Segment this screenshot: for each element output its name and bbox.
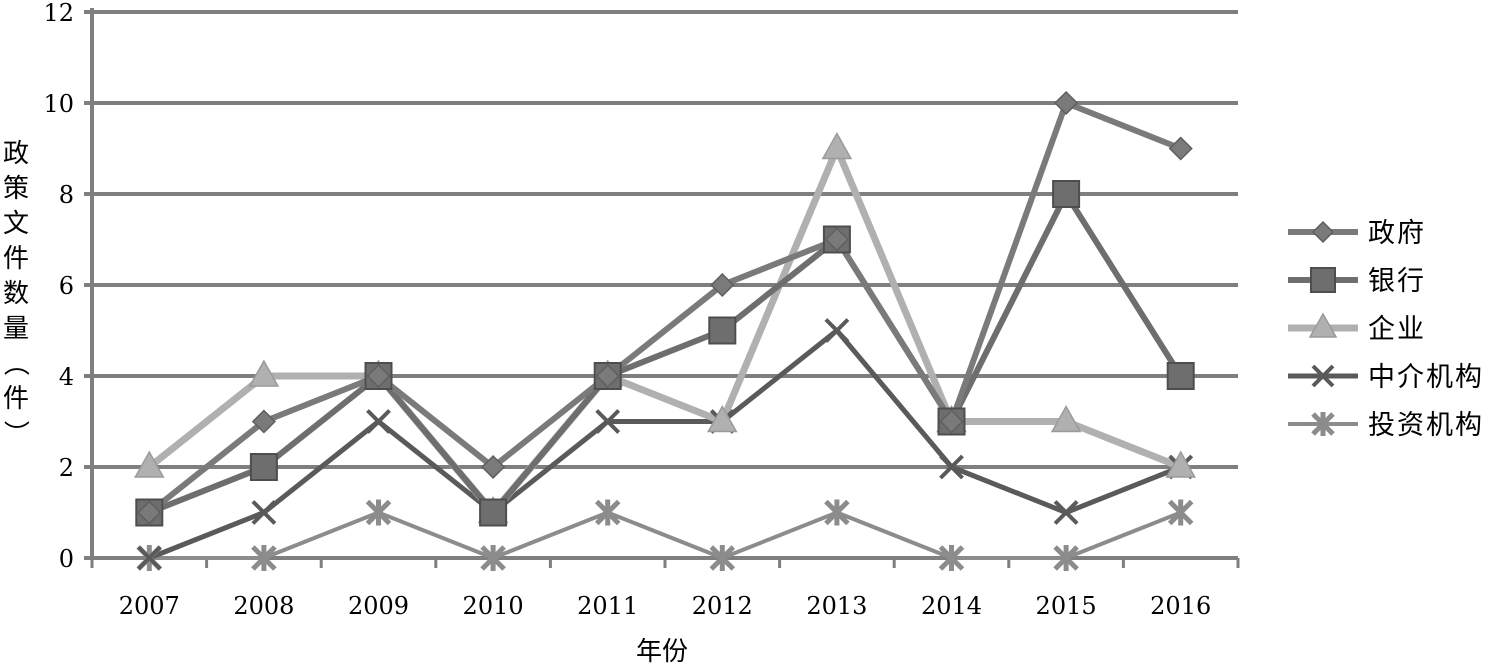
data-point-diamond (251, 409, 276, 434)
y-axis-title-char: 量 (3, 314, 29, 344)
data-point-diamond (137, 500, 162, 525)
x-tick-label: 2007 (119, 592, 180, 620)
y-tick-label: 2 (59, 454, 74, 482)
data-point-star (1167, 499, 1194, 526)
legend-label: 中介机构 (1368, 362, 1484, 393)
data-point-triangle (821, 131, 853, 160)
data-point-x (136, 545, 162, 571)
data-point-diamond (1054, 90, 1079, 116)
legend-item: 投资机构 (1288, 410, 1484, 441)
data-point-x (366, 409, 391, 434)
data-point-x (251, 500, 277, 525)
series-lines (147, 100, 1184, 561)
data-point-star (709, 545, 736, 571)
data-point-diamond (939, 409, 964, 434)
data-point-x (824, 318, 850, 343)
legend-marker-star (1311, 412, 1335, 436)
data-point-x (595, 409, 621, 434)
legend-marker-diamond (1311, 220, 1335, 244)
data-point-star (251, 545, 277, 571)
series-markers (134, 90, 1196, 571)
y-axis-title-char: 策 (3, 174, 29, 204)
y-axis-title-char: 件 (3, 384, 29, 414)
y-tick-label: 6 (59, 272, 74, 300)
legend-label: 政府 (1368, 218, 1426, 249)
y-axis-title-char: 政 (3, 139, 29, 169)
data-point-square (1166, 362, 1195, 390)
series-line-square (148, 191, 1184, 516)
data-point-star (938, 545, 965, 571)
legend-marker-x (1311, 364, 1335, 388)
data-point-triangle (1165, 450, 1196, 478)
data-point-diamond (595, 363, 620, 389)
data-point-square (479, 498, 508, 527)
x-tick-label: 2009 (348, 592, 409, 620)
x-tick-label: 2014 (921, 592, 982, 620)
y-tick-label: 12 (43, 0, 74, 27)
data-point-star (824, 499, 850, 526)
y-tick-label: 4 (59, 363, 74, 391)
data-point-square (708, 316, 737, 345)
x-tick-label: 2012 (692, 592, 753, 620)
legend-label: 企业 (1368, 314, 1426, 345)
data-point-square (1052, 180, 1081, 208)
series-line-x (148, 328, 1182, 561)
legend-marker-square (1310, 267, 1336, 293)
y-axis-title-char: 件 (3, 244, 29, 274)
legend-item: 中介机构 (1288, 362, 1484, 393)
tick-labels: 0 2 4 6 8 10 12 2007 2008 2009 2010 2011 2012 2013 201… (43, 0, 1211, 620)
x-tick-label: 2013 (806, 592, 867, 620)
data-point-diamond (481, 454, 506, 480)
y-tick-label: 0 (59, 545, 74, 573)
legend-label: 银行 (1368, 266, 1426, 297)
series-line-star (149, 510, 1182, 560)
x-tick-label: 2011 (577, 592, 638, 620)
data-point-diamond (366, 363, 391, 389)
data-point-x (939, 454, 964, 480)
data-point-x (1053, 500, 1079, 525)
y-axis-title-char: 数 (3, 279, 29, 309)
x-tick-label: 2016 (1150, 592, 1211, 620)
y-tick-label: 8 (59, 181, 74, 209)
x-tick-label: 2015 (1036, 592, 1097, 620)
legend-marker-triangle (1308, 312, 1338, 338)
data-point-diamond (710, 272, 735, 298)
data-point-triangle (134, 450, 165, 478)
series-line-diamond (147, 100, 1182, 515)
data-point-star (480, 545, 506, 571)
y-axis-title-char: ） (0, 420, 30, 446)
y-tick-label: 10 (43, 90, 74, 118)
data-point-star (594, 499, 621, 526)
x-axis-title: 年份 (636, 637, 688, 664)
data-point-star (1053, 545, 1079, 571)
y-axis-title-char: （ (0, 350, 30, 376)
axes (84, 8, 1240, 568)
data-point-diamond (1168, 136, 1193, 161)
y-axis-title-char: 文 (3, 209, 29, 239)
legend-item: 银行 (1288, 266, 1426, 297)
data-point-square (249, 453, 278, 481)
data-point-triangle (707, 404, 738, 433)
series-line-triangle (147, 145, 1182, 516)
legend-item: 企业 (1288, 312, 1426, 345)
legend-item: 政府 (1288, 218, 1426, 249)
data-point-star (365, 499, 392, 526)
x-tick-label: 2010 (463, 592, 524, 620)
data-point-triangle (1050, 404, 1082, 433)
x-tick-label: 2008 (233, 592, 294, 620)
data-point-triangle (248, 359, 280, 387)
legend-label: 投资机构 (1368, 410, 1484, 441)
data-point-diamond (824, 227, 849, 252)
